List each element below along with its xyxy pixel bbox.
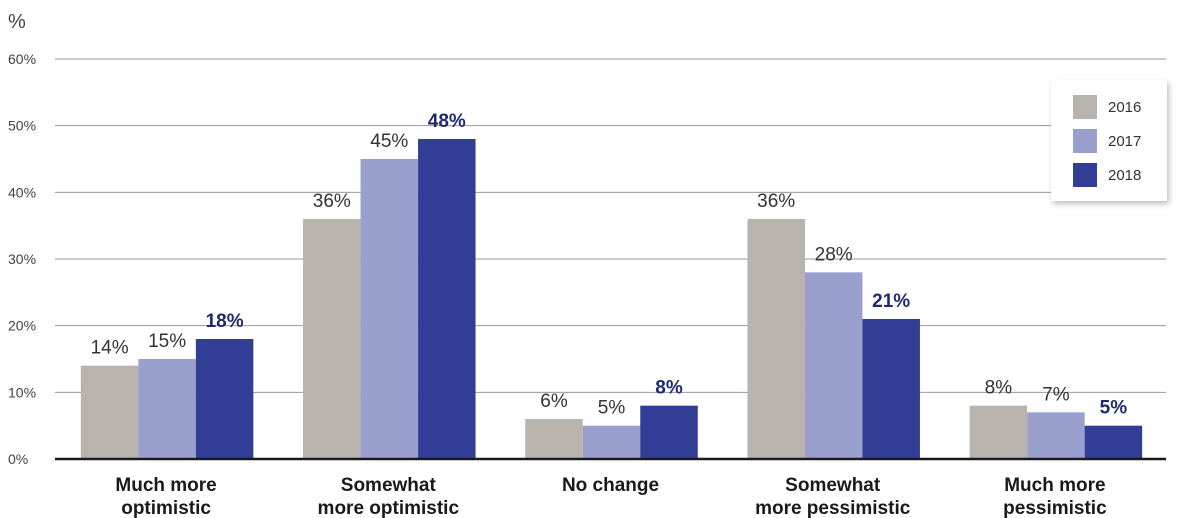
value-labels: 14% 36% 6% 36% 8% 15% 45% 5% 28% 7% 18% 48% 8% 21% 5% [91,111,1128,419]
legend-label: 2016 [1108,99,1141,116]
value-label: 36% [757,191,795,212]
y-tick-label: 0% [8,451,28,467]
value-label: 45% [370,131,408,152]
value-label: 21% [872,291,910,312]
bar-2018-2 [640,405,698,459]
value-label: 15% [148,331,186,352]
bar-2017-2 [582,425,641,459]
legend: 2016 2017 2018 [1051,80,1167,201]
category-label: Somewhat more pessimistic [755,475,911,518]
value-label: 5% [1100,398,1128,419]
bar-2018-0 [195,339,254,459]
value-label: 8% [655,378,683,399]
bar-2017-0 [138,359,196,459]
value-label: 36% [313,191,351,212]
category-label: No change [562,475,659,496]
value-label: 7% [1042,384,1070,405]
y-axis-ticks: 0% 10% 20% 30% 40% 50% 60% [8,51,36,467]
bar-2016-0 [80,365,139,459]
bar-2017-4 [1027,412,1085,459]
legend-label: 2018 [1108,167,1141,184]
y-tick-label: 30% [8,251,36,267]
value-label: 5% [598,398,626,419]
bar-2016-3 [747,219,805,459]
category-label: Much more pessimistic [1003,475,1107,518]
bars [80,139,1143,459]
value-label: 6% [540,391,568,412]
bar-2018-1 [418,139,476,459]
bar-2017-1 [360,159,419,459]
bar-2018-4 [1084,425,1143,459]
value-label: 28% [815,244,853,265]
y-tick-label: 20% [8,318,36,334]
category-label: Much more optimistic [115,475,216,518]
value-label: 14% [91,338,129,359]
value-label: 8% [985,378,1013,399]
legend-box [1051,80,1167,201]
category-label: Somewhat more optimistic [318,475,460,518]
legend-label: 2017 [1108,133,1141,150]
legend-swatch-2017 [1073,129,1097,153]
bar-2016-2 [525,419,583,459]
category-labels: Much more optimistic Somewhat more optimist… [115,475,1107,518]
bar-2018-3 [862,319,920,459]
value-label: 48% [428,111,466,132]
legend-swatch-2018 [1073,163,1097,187]
legend-swatch-2016 [1073,95,1097,119]
y-tick-label: 10% [8,384,36,400]
bar-2016-1 [303,219,361,459]
y-unit-label: % [8,11,26,33]
value-label: 18% [206,311,244,332]
gridlines [55,58,1166,393]
bar-2017-3 [804,272,863,459]
bar-2016-4 [969,405,1028,459]
y-tick-label: 60% [8,51,36,67]
y-tick-label: 50% [8,118,36,134]
y-tick-label: 40% [8,184,36,200]
